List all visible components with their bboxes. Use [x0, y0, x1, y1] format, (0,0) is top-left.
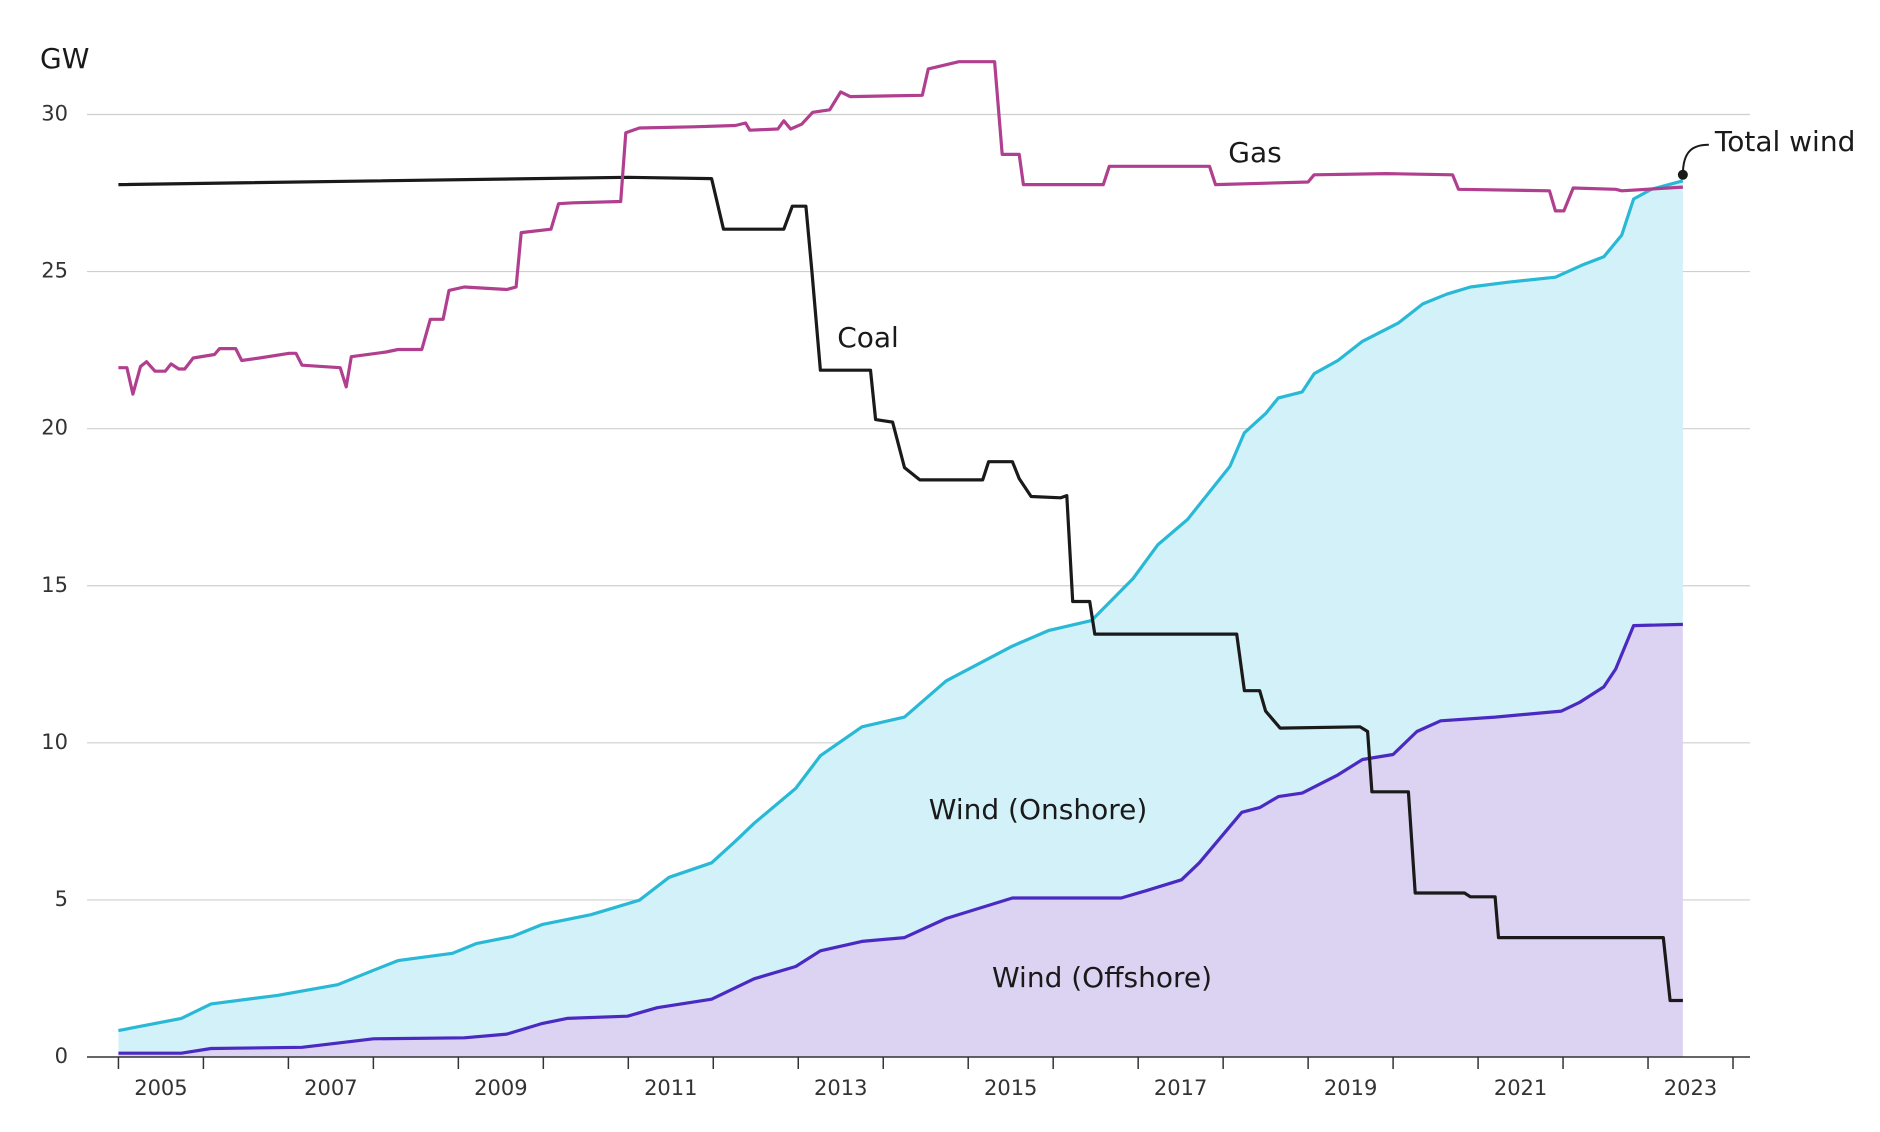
y-axis-label: GW — [40, 42, 89, 75]
x-tick-label: 2021 — [1494, 1076, 1547, 1100]
x-tick-label: 2017 — [1154, 1076, 1207, 1100]
x-tick-label: 2015 — [984, 1076, 1037, 1100]
x-tick-label: 2009 — [474, 1076, 527, 1100]
annotation: Wind (Onshore) — [929, 793, 1148, 826]
y-tick-label: 15 — [41, 573, 68, 597]
series-label: Gas — [1228, 136, 1281, 169]
line — [118, 60, 1683, 396]
y-tick-label: 20 — [41, 416, 68, 440]
line — [118, 175, 1683, 1003]
line — [118, 622, 1683, 1055]
y-tick-label: 10 — [41, 730, 68, 754]
series-label: Coal — [837, 321, 899, 354]
onshore-fill — [118, 180, 1683, 1054]
x-tick-label: 2011 — [644, 1076, 697, 1100]
y-tick-label: 30 — [41, 102, 68, 126]
x-tick-label: 2007 — [304, 1076, 357, 1100]
x-tick-label: 2013 — [814, 1076, 867, 1100]
y-tick-label: 25 — [41, 259, 68, 283]
x-tick-label: 2023 — [1664, 1076, 1717, 1100]
y-tick-label: 5 — [55, 887, 68, 911]
x-tick-label: 2005 — [134, 1076, 187, 1100]
y-tick-label: 0 — [55, 1044, 68, 1068]
offshore-fill — [118, 624, 1683, 1057]
x-tick-label: 2019 — [1324, 1076, 1377, 1100]
line — [118, 179, 1684, 1033]
leader — [1681, 143, 1709, 175]
series-label: Wind (Offshore) — [992, 961, 1212, 994]
series-label: Total wind — [1714, 125, 1856, 158]
